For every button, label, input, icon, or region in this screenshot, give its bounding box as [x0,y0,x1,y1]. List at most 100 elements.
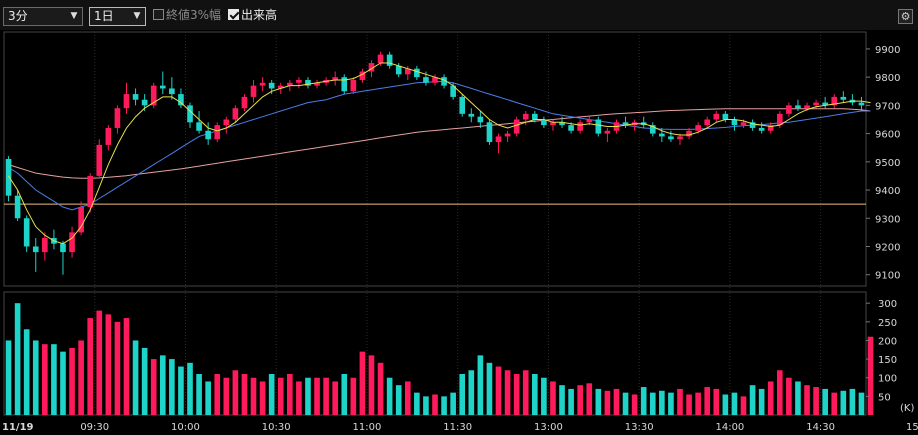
volume-label[interactable]: 出来高 [241,8,278,22]
volume-bar [359,351,366,415]
volume-bar [150,359,157,415]
volume-bar [450,392,456,415]
ma-mid-line [8,80,871,211]
volume-bar [23,329,30,415]
candle [840,96,847,100]
candle [232,108,239,120]
volume-bar [631,394,638,415]
candle [377,54,384,64]
volume-tick-label: 300 [878,299,897,310]
volume-bar [659,390,665,415]
candle [69,232,75,253]
price-tick-label: 9200 [875,242,900,253]
volume-bar [377,362,384,415]
volume-bar [568,388,574,415]
candle [477,116,484,123]
candle [513,119,520,134]
volume-bar [541,377,547,415]
volume-bar [504,370,511,415]
volume-bar [87,318,94,415]
volume-bar [577,385,583,415]
candle [241,96,248,109]
candle [350,79,357,92]
volume-bar [69,347,75,415]
candle [749,122,756,128]
interval-select[interactable]: 3分 ▼ [3,7,83,26]
volume-bar [840,390,847,415]
candlestick-chart[interactable]: 9100 9200 9300 9400 9500 9600 9700 9800 9900 50 10… [0,30,918,435]
volume-bar [731,392,738,415]
volume-bar [123,318,130,415]
volume-bar [159,355,166,415]
candle [858,102,865,106]
volume-bar [613,388,620,415]
volume-bar [386,377,393,415]
volume-tick-label: 50 [878,392,891,403]
volume-bar [677,388,683,415]
volume-bar [141,347,148,415]
candle [404,68,411,75]
volume-tick-label: 200 [878,336,897,347]
candle [141,99,148,106]
volume-bar [550,381,556,415]
volume-bar [468,370,475,415]
candle [395,65,402,75]
candle [386,54,393,66]
volume-bar [513,374,520,415]
price-tick-label: 9500 [875,158,900,169]
candle [305,79,311,86]
candle [359,71,366,80]
volume-bar [522,370,529,415]
candle [450,85,456,97]
candle [550,122,556,126]
candle [568,125,574,131]
close-pct-label[interactable]: 終値3%幅 [166,8,222,22]
volume-tick-label: 250 [878,318,897,329]
volume-bar [795,381,801,415]
volume-bar [758,388,765,415]
volume-bar [640,387,647,415]
period-select[interactable]: 1日 ▼ [89,7,146,26]
candle [704,119,711,126]
price-tick-label: 9800 [875,73,900,84]
candle [250,85,257,97]
volume-bar [187,362,193,415]
gear-icon[interactable]: ⚙ [898,9,913,24]
candle [686,130,692,137]
volume-tick-label: 150 [878,355,897,366]
candle [414,68,420,78]
chevron-down-icon: ▼ [70,11,78,21]
candle [223,119,230,126]
volume-bar [287,374,293,415]
candle [441,77,447,86]
volume-checkbox[interactable] [228,9,239,20]
candle [314,82,320,86]
volume-bar [668,392,674,415]
volume-bar [305,377,311,415]
candle [677,136,683,140]
time-tick-label: 11:00 [353,422,382,433]
candle [831,96,838,106]
candle [196,122,202,131]
volume-bar [296,381,302,415]
candle [776,113,783,126]
candle [468,113,475,117]
volume-bar [232,370,239,415]
price-pane-frame [3,31,867,287]
volume-bar [250,377,257,415]
candle [178,94,184,106]
candle [78,206,84,233]
candle [731,119,738,126]
candle [14,195,21,219]
time-tick-label: 10:00 [171,422,200,433]
time-tick-label: 11:30 [443,422,472,433]
close-pct-checkbox[interactable] [153,9,164,20]
volume-bar [259,381,266,415]
candle [559,122,565,126]
volume-bar [432,394,438,415]
volume-bar [831,392,838,415]
candle [758,127,765,131]
volume-pane [5,303,874,415]
volume-bar [404,381,411,415]
candle [604,130,611,134]
